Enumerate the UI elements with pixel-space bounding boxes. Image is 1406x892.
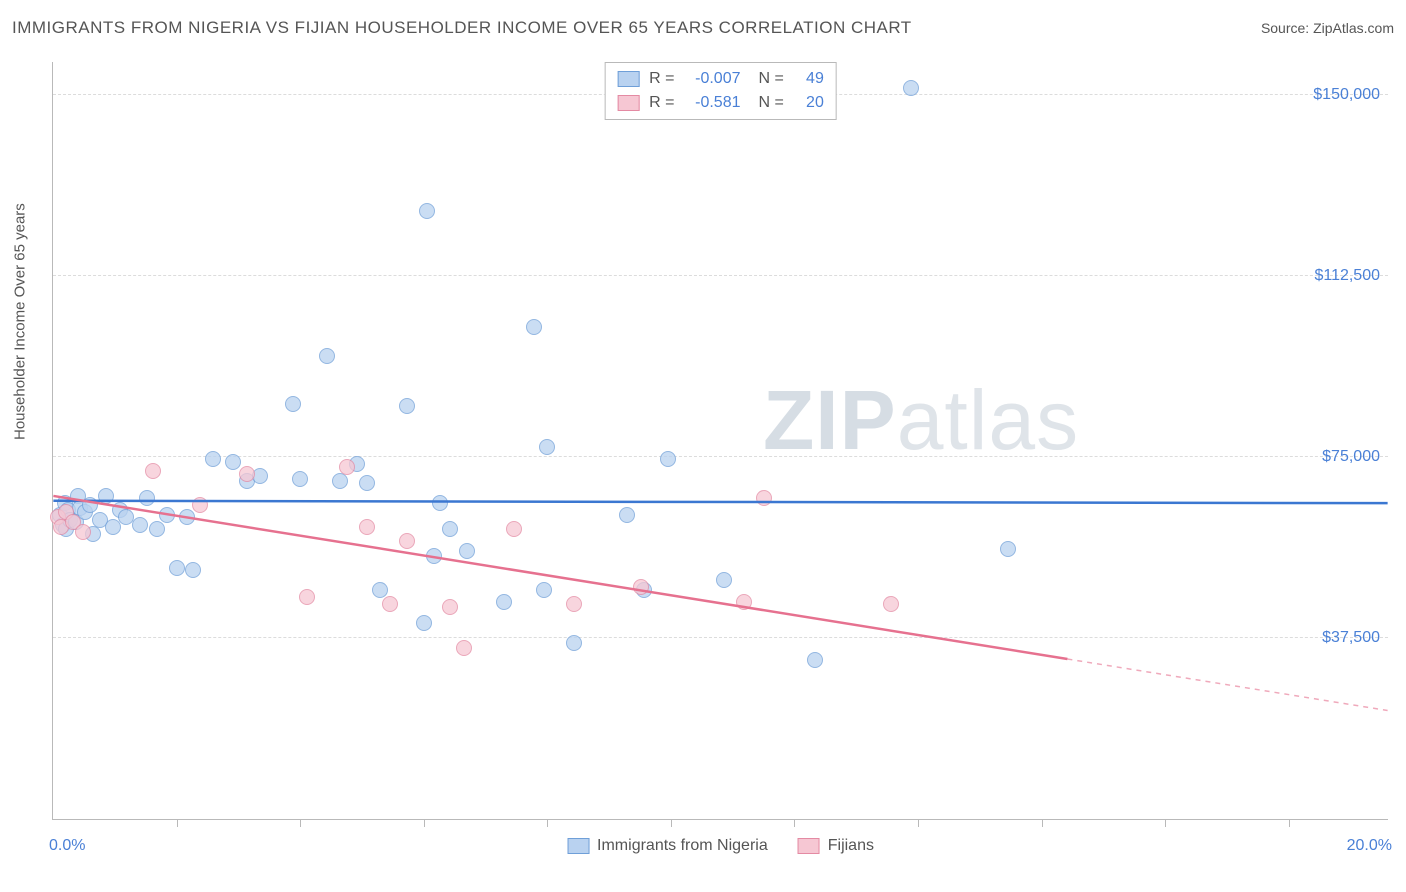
data-point: [432, 495, 448, 511]
data-point: [145, 463, 161, 479]
data-point: [416, 615, 432, 631]
gridline: [53, 456, 1388, 457]
data-point: [903, 80, 919, 96]
data-point: [319, 348, 335, 364]
data-point: [285, 396, 301, 412]
x-tick-min: 0.0%: [49, 837, 85, 855]
data-point: [225, 454, 241, 470]
data-point: [252, 468, 268, 484]
data-point: [566, 635, 582, 651]
x-tick: [547, 819, 548, 827]
gridline: [53, 637, 1388, 638]
data-point: [149, 521, 165, 537]
data-point: [382, 596, 398, 612]
data-point: [179, 509, 195, 525]
gridline: [53, 275, 1388, 276]
legend-item-fijians: Fijians: [798, 837, 874, 855]
data-point: [736, 594, 752, 610]
data-point: [496, 594, 512, 610]
swatch-fijians: [617, 95, 639, 111]
data-point: [205, 451, 221, 467]
x-tick-max: 20.0%: [1347, 837, 1392, 855]
regression-lines: [53, 62, 1388, 819]
data-point: [332, 473, 348, 489]
data-point: [566, 596, 582, 612]
data-point: [359, 519, 375, 535]
data-point: [426, 548, 442, 564]
data-point: [456, 640, 472, 656]
data-point: [716, 572, 732, 588]
y-tick-label: $150,000: [1313, 86, 1380, 104]
data-point: [169, 560, 185, 576]
data-point: [399, 533, 415, 549]
legend-row-fijians: R = -0.581 N = 20: [617, 91, 824, 115]
y-tick-label: $75,000: [1322, 448, 1380, 466]
correlation-legend: R = -0.007 N = 49 R = -0.581 N = 20: [604, 62, 837, 120]
x-tick: [1042, 819, 1043, 827]
x-tick: [918, 819, 919, 827]
x-tick: [177, 819, 178, 827]
watermark: ZIPatlas: [763, 372, 1079, 469]
data-point: [807, 652, 823, 668]
data-point: [883, 596, 899, 612]
data-point: [239, 466, 255, 482]
data-point: [633, 579, 649, 595]
data-point: [185, 562, 201, 578]
data-point: [292, 471, 308, 487]
x-tick: [424, 819, 425, 827]
data-point: [459, 543, 475, 559]
data-point: [139, 490, 155, 506]
data-point: [619, 507, 635, 523]
data-point: [159, 507, 175, 523]
data-point: [419, 203, 435, 219]
data-point: [75, 524, 91, 540]
data-point: [660, 451, 676, 467]
x-tick: [300, 819, 301, 827]
series-legend: Immigrants from Nigeria Fijians: [567, 837, 874, 855]
swatch-nigeria: [617, 71, 639, 87]
legend-row-nigeria: R = -0.007 N = 49: [617, 67, 824, 91]
source-attribution: Source: ZipAtlas.com: [1261, 20, 1394, 36]
data-point: [98, 488, 114, 504]
data-point: [299, 589, 315, 605]
data-point: [132, 517, 148, 533]
y-axis-label: Householder Income Over 65 years: [12, 203, 29, 440]
data-point: [539, 439, 555, 455]
data-point: [1000, 541, 1016, 557]
data-point: [359, 475, 375, 491]
y-tick-label: $112,500: [1314, 267, 1380, 285]
x-tick: [671, 819, 672, 827]
y-tick-label: $37,500: [1322, 629, 1380, 647]
data-point: [442, 599, 458, 615]
data-point: [82, 497, 98, 513]
chart-title: IMMIGRANTS FROM NIGERIA VS FIJIAN HOUSEH…: [12, 18, 912, 38]
data-point: [756, 490, 772, 506]
legend-item-nigeria: Immigrants from Nigeria: [567, 837, 768, 855]
data-point: [536, 582, 552, 598]
x-tick: [1289, 819, 1290, 827]
x-tick: [1165, 819, 1166, 827]
data-point: [526, 319, 542, 335]
data-point: [506, 521, 522, 537]
data-point: [339, 459, 355, 475]
data-point: [442, 521, 458, 537]
data-point: [399, 398, 415, 414]
scatter-plot-area: ZIPatlas R = -0.007 N = 49 R = -0.581 N …: [52, 62, 1388, 820]
swatch-fijians-icon: [798, 838, 820, 854]
x-tick: [794, 819, 795, 827]
data-point: [192, 497, 208, 513]
data-point: [372, 582, 388, 598]
swatch-nigeria-icon: [567, 838, 589, 854]
